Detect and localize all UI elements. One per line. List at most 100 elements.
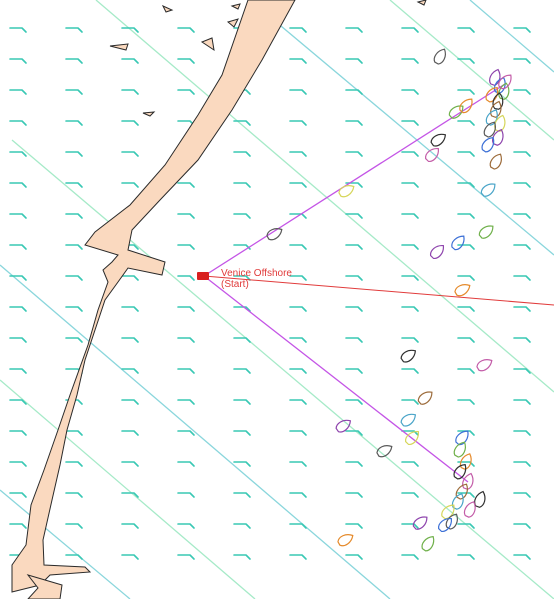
wind-arrow-icon <box>9 58 27 64</box>
boat-icon[interactable] <box>398 410 419 429</box>
boat-icon[interactable] <box>458 451 475 471</box>
wind-arrow-icon <box>9 492 27 498</box>
wind-arrow-icon <box>289 27 307 33</box>
wind-arrow-icon <box>513 337 531 343</box>
wind-arrow-icon <box>401 58 419 64</box>
wind-arrow-icon <box>401 27 419 33</box>
wind-arrow-icon <box>65 306 83 312</box>
wind-arrow-icon <box>65 89 83 95</box>
boat-icon[interactable] <box>487 151 506 172</box>
wind-arrow-icon <box>345 523 363 529</box>
boat-icon[interactable] <box>491 91 505 111</box>
wind-arrow-icon <box>513 120 531 126</box>
wind-arrow-icon <box>401 120 419 126</box>
wind-arrow-icon <box>401 89 419 95</box>
wind-arrow-icon <box>65 213 83 219</box>
wind-arrow-icon <box>401 523 419 529</box>
wind-arrow-icon <box>9 151 27 157</box>
layline <box>203 83 506 277</box>
wind-arrow-icon <box>513 306 531 312</box>
wind-arrow-icon <box>65 120 83 126</box>
boat-icon[interactable] <box>335 530 356 549</box>
wind-arrow-icon <box>177 337 195 343</box>
wind-arrow-icon <box>513 492 531 498</box>
wind-arrow-icon <box>177 368 195 374</box>
wind-arrow-icon <box>289 399 307 405</box>
wind-arrow-icon <box>401 306 419 312</box>
isoline <box>0 379 256 599</box>
wind-arrow-icon <box>121 27 139 33</box>
wind-arrow-icon <box>233 554 251 560</box>
coastline <box>11 0 427 599</box>
wind-arrow-icon <box>121 430 139 436</box>
wind-arrow-icon <box>289 430 307 436</box>
boat-icon[interactable] <box>431 46 450 67</box>
route-lines <box>203 83 554 483</box>
boat-icon[interactable] <box>419 533 438 554</box>
wind-arrow-icon <box>9 182 27 188</box>
island <box>109 43 129 51</box>
boat-icon[interactable] <box>452 280 473 299</box>
wind-arrow-icon <box>289 151 307 157</box>
wind-arrow-icon <box>177 244 195 250</box>
boat-icon[interactable] <box>476 221 497 241</box>
boat-icon[interactable] <box>481 119 500 140</box>
wind-arrow-icon <box>177 399 195 405</box>
wind-arrow-icon <box>65 337 83 343</box>
wind-arrow-icon <box>513 523 531 529</box>
wind-arrow-icon <box>9 275 27 281</box>
wind-arrow-icon <box>401 244 419 250</box>
boat-icon[interactable] <box>483 107 502 128</box>
wind-arrow-icon <box>121 399 139 405</box>
wind-arrow-icon <box>289 120 307 126</box>
isoline <box>0 264 391 599</box>
boat-icon[interactable] <box>398 346 419 365</box>
boat-icon[interactable] <box>264 224 285 243</box>
wind-arrow-icon <box>233 461 251 467</box>
start-marker[interactable]: Venice Offshore (Start) <box>197 268 292 290</box>
wind-arrow-icon <box>513 399 531 405</box>
boat-icon[interactable] <box>428 241 448 261</box>
wind-arrow-icon <box>121 306 139 312</box>
wind-arrow-icon <box>233 182 251 188</box>
wind-arrow-icon <box>401 554 419 560</box>
start-flag-icon[interactable] <box>197 272 209 280</box>
wind-arrow-icon <box>121 337 139 343</box>
wind-arrow-icon <box>177 213 195 219</box>
wind-arrow-icon <box>457 27 475 33</box>
boat-icon[interactable] <box>450 491 467 511</box>
wind-arrow-icon <box>177 461 195 467</box>
wind-arrow-icon <box>9 337 27 343</box>
wind-arrow-icon <box>289 554 307 560</box>
wind-arrow-icon <box>345 554 363 560</box>
wind-arrow-icon <box>345 120 363 126</box>
boat-icon[interactable] <box>410 512 431 532</box>
boat-icon[interactable] <box>415 387 436 407</box>
wind-arrow-icon <box>457 337 475 343</box>
wind-arrow-icon <box>345 275 363 281</box>
wind-arrow-icon <box>65 151 83 157</box>
island <box>416 0 427 6</box>
wind-arrow-icon <box>233 368 251 374</box>
wind-arrow-icon <box>345 337 363 343</box>
boat-icon[interactable] <box>462 499 479 519</box>
land-mass <box>11 0 296 593</box>
wind-arrow-icon <box>289 368 307 374</box>
wind-arrow-icon <box>121 120 139 126</box>
boat-icon[interactable] <box>474 355 495 374</box>
wind-arrow-icon <box>513 275 531 281</box>
wind-arrow-icon <box>401 213 419 219</box>
wind-arrow-icon <box>513 554 531 560</box>
wind-arrow-icon <box>177 523 195 529</box>
boat-icon[interactable] <box>492 75 509 95</box>
wind-arrow-icon <box>401 368 419 374</box>
wind-arrow-icon <box>177 182 195 188</box>
wind-arrow-icon <box>401 182 419 188</box>
wind-arrow-icon <box>457 368 475 374</box>
boat-icon[interactable] <box>449 232 469 253</box>
wind-arrow-icon <box>9 89 27 95</box>
boat-icon[interactable] <box>428 130 449 149</box>
wind-arrow-icon <box>457 89 475 95</box>
wind-arrow-icon <box>177 430 195 436</box>
